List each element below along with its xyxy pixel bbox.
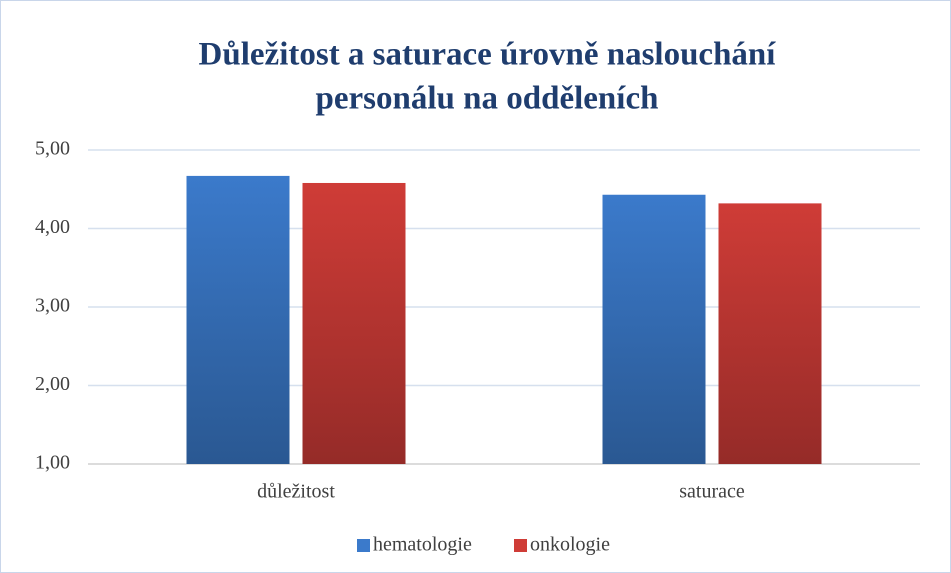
y-tick-label: 5,00 bbox=[35, 138, 70, 160]
x-tick-label: saturace bbox=[679, 481, 745, 503]
y-tick-label: 2,00 bbox=[35, 373, 70, 395]
legend-swatch bbox=[357, 539, 370, 552]
y-tick-label: 3,00 bbox=[35, 295, 70, 317]
bar bbox=[302, 182, 406, 464]
bar bbox=[186, 175, 290, 464]
y-tick-label: 4,00 bbox=[35, 216, 70, 238]
x-tick-label: důležitost bbox=[257, 481, 335, 503]
chart-title: Důležitost a saturace úrovně naslouchání bbox=[199, 37, 777, 73]
y-tick-label: 1,00 bbox=[35, 452, 70, 474]
chart-title: personálu na odděleních bbox=[316, 81, 659, 117]
bar bbox=[602, 194, 706, 464]
bar bbox=[718, 203, 822, 464]
legend-label: onkologie bbox=[530, 534, 610, 556]
legend-label: hematologie bbox=[373, 534, 472, 556]
legend-swatch bbox=[514, 539, 527, 552]
